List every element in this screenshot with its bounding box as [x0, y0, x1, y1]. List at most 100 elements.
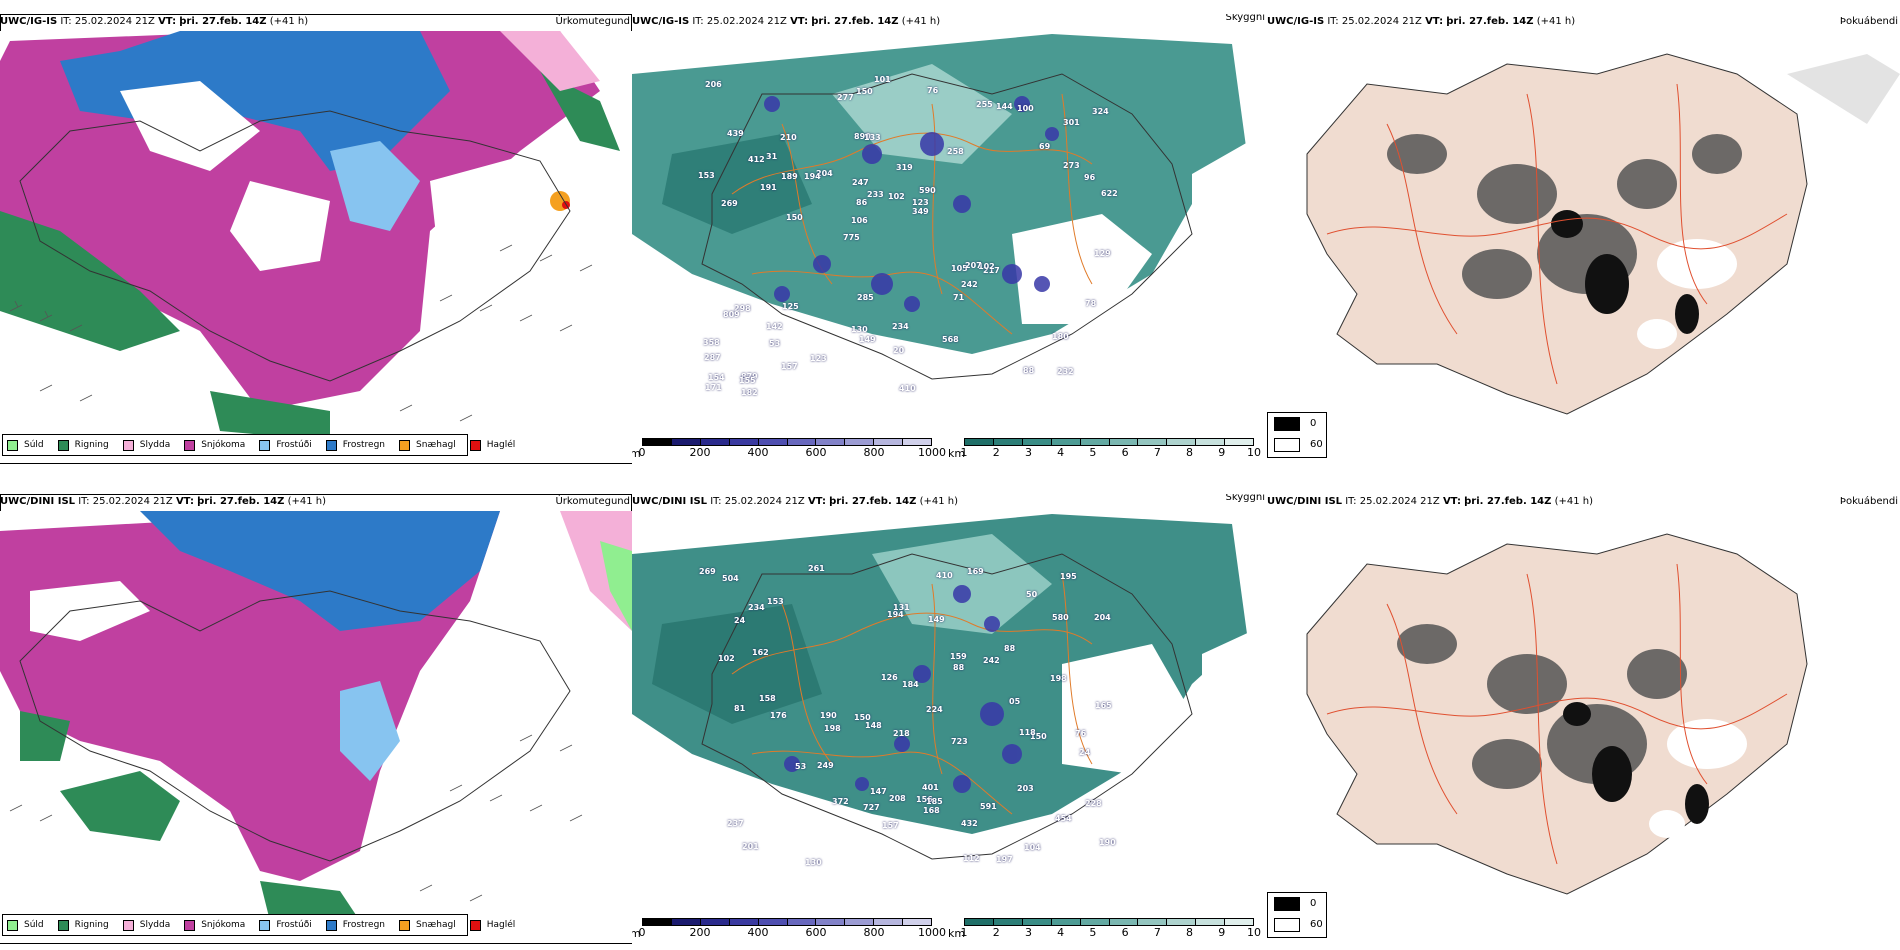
- scale-tick-label: 400: [747, 926, 769, 939]
- vt-label: VT:: [158, 16, 177, 27]
- legend-swatch: [122, 919, 134, 931]
- visibility-value-label: 112: [963, 854, 980, 863]
- scale-tick-label: 8: [1186, 446, 1194, 459]
- scale-cell: [1167, 438, 1197, 446]
- visibility-value-label: 233: [867, 190, 884, 199]
- scale-tick-label: 1000: [918, 926, 946, 939]
- legend-item: Frostúði: [259, 919, 312, 931]
- visibility-value-label: 153: [767, 597, 784, 606]
- variable-name: Þokuábendi: [1839, 496, 1898, 507]
- legend-label: Slydda: [139, 440, 171, 450]
- vt-value: þri. 27.feb. 14Z: [1446, 16, 1534, 27]
- lead-time: (+41 h): [269, 16, 309, 27]
- scale-tick-label: 2: [992, 446, 1000, 459]
- visibility-value-label: 372: [832, 797, 849, 806]
- lead-time: (+41 h): [287, 496, 327, 507]
- legend-swatch: [469, 919, 481, 931]
- visibility-map: [632, 34, 1262, 434]
- scale-cell: [993, 438, 1023, 446]
- scale-tick-label: 600: [805, 926, 827, 939]
- visibility-value-label: 432: [961, 819, 978, 828]
- scale-cell: [671, 438, 701, 446]
- scale-unit: km: [948, 927, 966, 940]
- scale-unit: m: [632, 447, 641, 460]
- scale-tick-label: 0: [638, 926, 646, 939]
- scale-cell: [964, 438, 994, 446]
- visibility-value-label: 88: [1004, 644, 1016, 653]
- visibility-value-label: 50: [1026, 590, 1038, 599]
- variable-name: Skyggni: [1225, 494, 1265, 503]
- visibility-value-label: 580: [1052, 613, 1069, 622]
- it-value: 25.02.2024 21Z: [706, 16, 787, 27]
- scale-tick-label: 8: [1186, 926, 1194, 939]
- panel-header: UWC/IG-IS IT: 25.02.2024 21Z VT: þri. 27…: [0, 14, 632, 30]
- visibility-value-label: 133: [864, 133, 881, 142]
- visibility-value-label: 104: [1024, 843, 1041, 852]
- scale-tick-label: 7: [1153, 446, 1161, 459]
- scale-ticks: 1 2 3 4 5 6 7 8 9 10: [961, 446, 1262, 460]
- scale-tick-label: 200: [689, 446, 711, 459]
- scale-cell: [845, 918, 875, 926]
- scale-cell: [700, 918, 730, 926]
- vt-value: þri. 27.feb. 14Z: [179, 16, 267, 27]
- legend-item: Snjókoma: [184, 919, 245, 931]
- legend-swatch: [7, 439, 18, 451]
- vt-value: þri. 27.feb. 14Z: [829, 496, 917, 507]
- scale-tick-label: 1: [960, 926, 968, 939]
- visibility-value-label: 149: [859, 335, 876, 344]
- fog-legend-row: 0: [1268, 413, 1326, 434]
- visibility-value-label: 69: [1039, 142, 1051, 151]
- panel-header: UWC/IG-IS IT: 25.02.2024 21Z VT: þri. 27…: [1267, 14, 1900, 30]
- scale-cell: [1225, 438, 1255, 446]
- visibility-value-label: 05: [1009, 697, 1021, 706]
- visibility-value-label: 176: [770, 711, 787, 720]
- precip-type-panel-top: UWC/IG-IS IT: 25.02.2024 21Z VT: þri. 27…: [0, 14, 632, 464]
- fog-swatch: [1274, 917, 1300, 932]
- visibility-value-label: 31: [766, 152, 778, 161]
- legend-label: Haglél: [486, 920, 516, 930]
- lead-time: (+41 h): [919, 496, 959, 507]
- scale-unit: km: [948, 447, 966, 460]
- visibility-value-label: 171: [705, 383, 722, 392]
- legend-item: Súld: [7, 919, 44, 931]
- legend-swatch: [399, 919, 411, 931]
- visibility-value-label: 76: [1075, 729, 1087, 738]
- visibility-value-label: 53: [769, 339, 781, 348]
- visibility-value-label: 155: [739, 376, 756, 385]
- visibility-value-label: 159: [950, 652, 967, 661]
- scale-unit: m: [632, 927, 641, 940]
- visibility-value-label: 88: [953, 663, 965, 672]
- visibility-value-label: 210: [780, 133, 797, 142]
- visibility-value-label: 277: [837, 93, 854, 102]
- visibility-value-label: 71: [953, 293, 965, 302]
- legend-label: Rigning: [74, 440, 109, 450]
- visibility-value-label: 185: [926, 797, 943, 806]
- visibility-value-label: 249: [817, 761, 834, 770]
- fog-swatch: [1274, 896, 1300, 911]
- visibility-value-label: 324: [1092, 107, 1109, 116]
- visibility-value-label: 131: [893, 603, 910, 612]
- scale-cell: [1196, 918, 1226, 926]
- visibility-panel-bottom: UWC/DINI ISL IT: 25.02.2024 21Z VT: þri.…: [632, 494, 1267, 944]
- precip-type-panel-bottom: UWC/DINI ISL IT: 25.02.2024 21Z VT: þri.…: [0, 494, 632, 944]
- visibility-value-label: 100: [1017, 104, 1034, 113]
- scale-cell: [1196, 438, 1226, 446]
- visibility-value-label: 150: [856, 87, 873, 96]
- legend-swatch: [399, 439, 411, 451]
- visibility-value-label: 105: [951, 264, 968, 273]
- scale-cell: [642, 438, 672, 446]
- visibility-labels-top: 232 269 301 775 258 879 890 319 298 204 287 53 133 59…: [692, 74, 1122, 404]
- visibility-value-label: 102: [888, 192, 905, 201]
- scale-tick-label: 800: [863, 446, 885, 459]
- scale-cell: [1225, 918, 1255, 926]
- visibility-value-label: 195: [1060, 572, 1077, 581]
- model-name: UWC/DINI ISL: [0, 496, 76, 507]
- visibility-value-label: 123: [810, 354, 827, 363]
- scale-ticks: 1 2 3 4 5 6 7 8 9 10: [960, 926, 1262, 940]
- it-value: 25.02.2024 21Z: [92, 496, 173, 507]
- fog-swatch: [1274, 416, 1300, 431]
- variable-name: Skyggni: [1225, 14, 1265, 23]
- scale-cell: [1051, 918, 1081, 926]
- precip-legend: Súld Rigning Slydda Snjókoma Frostúði Fr…: [2, 914, 515, 936]
- scale-cell: [787, 438, 817, 446]
